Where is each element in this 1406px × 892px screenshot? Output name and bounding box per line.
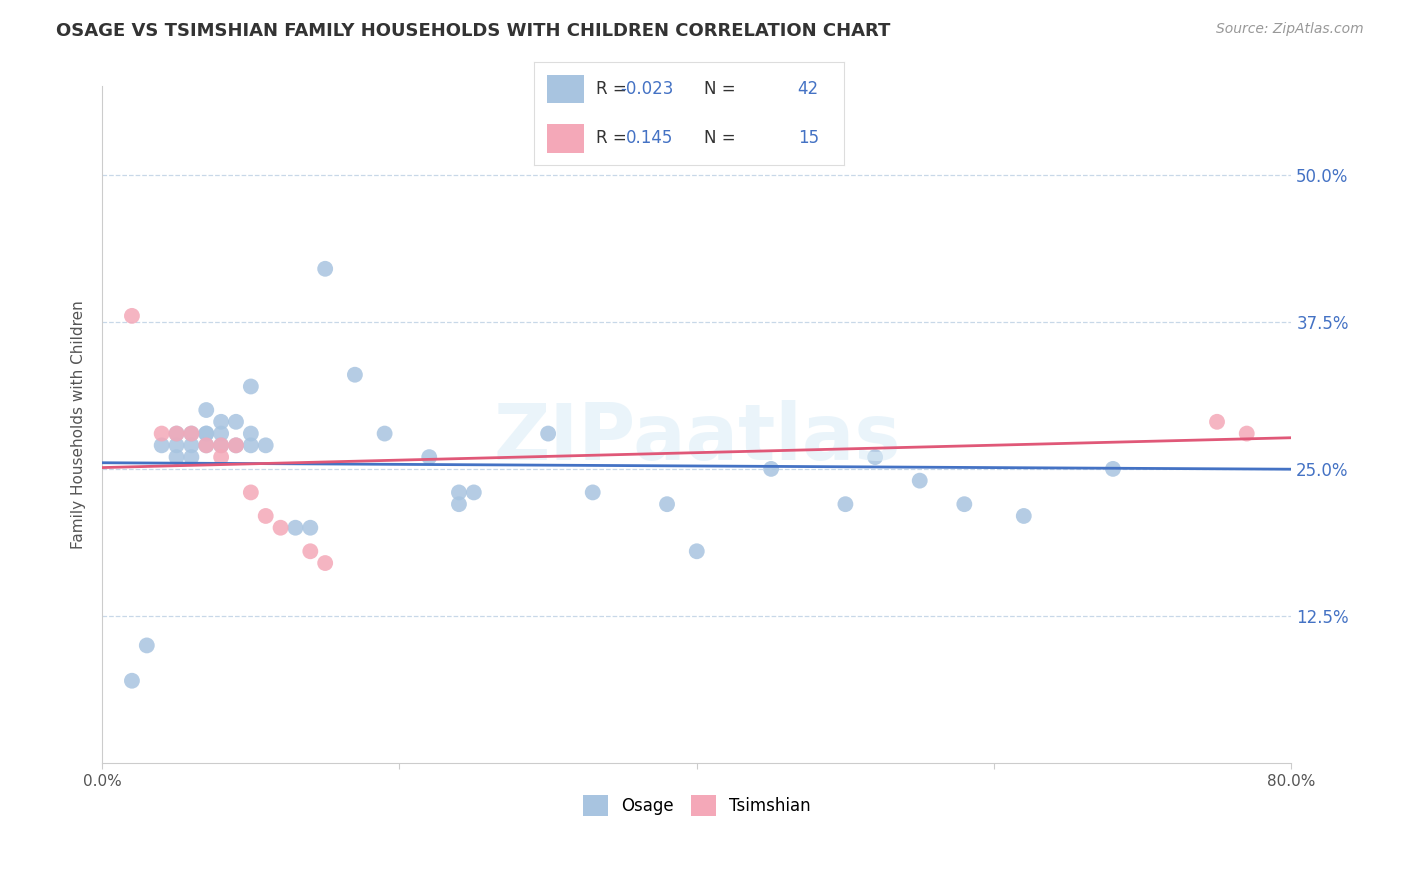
Point [447,485,470,500]
Point [908,474,931,488]
Point [180,438,202,452]
Point [686,544,709,558]
Point [195,438,218,452]
Point [209,415,232,429]
Point [834,497,856,511]
Point [239,438,262,452]
Text: R =: R = [596,80,627,98]
Point [225,415,247,429]
Point [582,485,605,500]
Point [759,462,782,476]
Point [166,438,188,452]
Point [239,379,262,393]
Point [254,438,277,452]
Point [863,450,886,464]
Point [195,438,218,452]
Point [314,556,336,570]
Point [284,521,307,535]
Point [195,426,218,441]
Point [1236,426,1258,441]
Point [537,426,560,441]
Point [1206,415,1229,429]
Point [195,403,218,417]
Point [655,497,678,511]
Bar [547,124,583,153]
Text: N =: N = [704,129,735,147]
Point [463,485,485,500]
Text: R =: R = [596,129,627,147]
Text: OSAGE VS TSIMSHIAN FAMILY HOUSEHOLDS WITH CHILDREN CORRELATION CHART: OSAGE VS TSIMSHIAN FAMILY HOUSEHOLDS WIT… [56,22,890,40]
Point [1012,508,1035,523]
Point [209,426,232,441]
Legend: Osage, Tsimshian: Osage, Tsimshian [576,789,817,822]
Point [150,426,173,441]
Point [209,450,232,464]
Point [299,544,322,558]
Point [135,639,157,653]
Point [314,261,336,276]
Bar [547,75,583,103]
Text: Source: ZipAtlas.com: Source: ZipAtlas.com [1216,22,1364,37]
Point [180,426,202,441]
Point [166,450,188,464]
Point [166,426,188,441]
Point [166,426,188,441]
Text: 0.145: 0.145 [626,129,673,147]
Point [195,426,218,441]
Point [180,426,202,441]
Point [239,485,262,500]
Point [418,450,440,464]
Point [225,438,247,452]
Point [447,497,470,511]
Text: N =: N = [704,80,735,98]
Point [1102,462,1125,476]
Point [150,438,173,452]
Point [299,521,322,535]
Text: ZIPaatlas: ZIPaatlas [494,401,900,476]
Point [254,508,277,523]
Point [121,673,143,688]
Point [209,438,232,452]
Point [953,497,976,511]
Point [270,521,292,535]
Text: 42: 42 [797,80,818,98]
Text: -0.023: -0.023 [620,80,673,98]
Point [180,450,202,464]
Point [225,438,247,452]
Point [374,426,396,441]
Point [209,438,232,452]
Point [121,309,143,323]
Point [343,368,366,382]
Point [239,426,262,441]
Y-axis label: Family Households with Children: Family Households with Children [72,301,86,549]
Text: 15: 15 [797,129,818,147]
